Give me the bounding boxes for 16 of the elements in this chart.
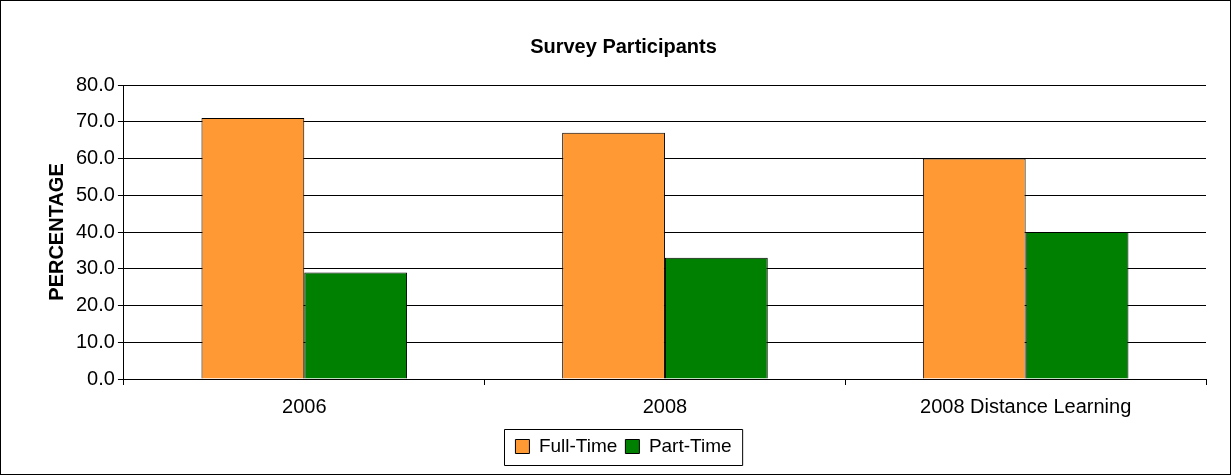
legend-label: Full-Time bbox=[538, 434, 618, 456]
y-tick-label: 70.0 bbox=[75, 109, 115, 132]
x-tick-label: 2008 Distance Learning bbox=[920, 394, 1132, 417]
y-tick-label: 30.0 bbox=[75, 256, 115, 279]
y-axis-title: PERCENTAGE bbox=[44, 163, 67, 301]
y-tick-label: 20.0 bbox=[75, 293, 115, 316]
y-tick-label: 60.0 bbox=[75, 146, 115, 169]
y-tick-label: 10.0 bbox=[75, 329, 115, 352]
y-tick-label: 50.0 bbox=[75, 182, 115, 205]
y-tick-label: 80.0 bbox=[75, 72, 115, 95]
legend-label: Part-Time bbox=[648, 434, 732, 456]
x-tick-label: 2006 bbox=[282, 394, 327, 417]
y-tick-label: 0.0 bbox=[87, 366, 115, 389]
y-tick-label: 40.0 bbox=[75, 219, 115, 242]
chart-title: Survey Participants bbox=[530, 34, 717, 57]
x-tick-label: 2008 bbox=[642, 394, 688, 417]
